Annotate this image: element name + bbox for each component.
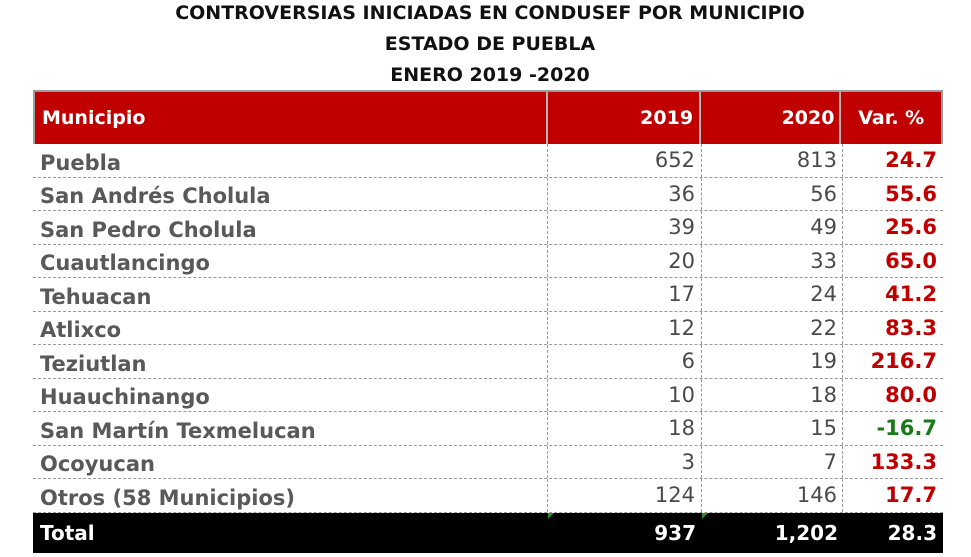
cell-2020: 15: [702, 412, 843, 445]
cell-var: 83.3: [885, 315, 937, 340]
cell-2019: 12: [548, 311, 702, 344]
cell-2019: 6: [548, 345, 702, 378]
header-var-pct: Var. %: [858, 107, 925, 129]
cell-indicator-icon: [702, 512, 708, 519]
table-row: Ocoyucan 3 7 133.3: [33, 445, 943, 479]
report-subtitle-period: ENERO 2019 -2020: [390, 64, 590, 86]
cell-municipio: Teziutlan: [33, 345, 548, 378]
cell-var: 65.0: [885, 248, 937, 273]
total-var: 28.3: [887, 520, 937, 545]
report-subtitle-state: ESTADO DE PUEBLA: [384, 33, 596, 55]
cell-var: 80.0: [885, 382, 937, 407]
cell-2019: 39: [548, 211, 702, 244]
cell-municipio: Huauchinango: [33, 378, 548, 411]
table-row: San Pedro Cholula 39 49 25.6: [33, 211, 943, 245]
total-2020: 1,202: [774, 520, 838, 545]
cell-municipio: Cuautlancingo: [33, 244, 548, 277]
cell-2019: 36: [548, 177, 702, 210]
cell-var: 24.7: [885, 148, 937, 173]
table-header-row: Municipio 2019 2020 Var. %: [33, 90, 943, 144]
header-2020: 2020: [701, 92, 842, 144]
cell-municipio: San Andrés Cholula: [33, 177, 548, 210]
cell-2020: 33: [702, 244, 843, 277]
table-row: Atlixco 12 22 83.3: [33, 311, 943, 345]
cell-2020: 813: [702, 144, 843, 177]
cell-var: 216.7: [870, 349, 937, 374]
cell-2019: 20: [548, 244, 702, 277]
cell-var: -16.7: [876, 416, 937, 441]
cell-var: 25.6: [885, 215, 937, 240]
cell-var: 17.7: [885, 483, 937, 508]
cell-indicator-icon: [548, 512, 554, 519]
table-row: San Andrés Cholula 36 56 55.6: [33, 177, 943, 211]
table-row: Teziutlan 6 19 216.7: [33, 345, 943, 379]
cell-2019: 18: [548, 412, 702, 445]
cell-var: 133.3: [870, 449, 937, 474]
table-row: Cuautlancingo 20 33 65.0: [33, 244, 943, 278]
report-title: CONTROVERSIAS INICIADAS EN CONDUSEF POR …: [175, 2, 805, 24]
cell-municipio: Puebla: [33, 144, 548, 177]
total-2019: 937: [654, 520, 696, 545]
controversies-table: Municipio 2019 2020 Var. % Puebla 652 81…: [33, 90, 943, 553]
table-row: San Martín Texmelucan 18 15 -16.7: [33, 412, 943, 446]
table-row: Otros (58 Municipios) 124 146 17.7: [33, 479, 943, 513]
table-total-row: Total 937 1,202 28.3: [33, 512, 943, 553]
cell-var: 55.6: [885, 181, 937, 206]
cell-municipio: Otros (58 Municipios): [33, 479, 548, 512]
cell-2019: 652: [548, 144, 702, 177]
cell-2020: 49: [702, 211, 843, 244]
total-label: Total: [40, 520, 95, 545]
table-row: Tehuacan 17 24 41.2: [33, 278, 943, 312]
cell-municipio: Atlixco: [33, 311, 548, 344]
cell-2019: 124: [548, 479, 702, 512]
cell-2020: 22: [702, 311, 843, 344]
table-row: Puebla 652 813 24.7: [33, 144, 943, 178]
cell-municipio: San Martín Texmelucan: [33, 412, 548, 445]
cell-2020: 7: [702, 445, 843, 478]
cell-2020: 56: [702, 177, 843, 210]
cell-2020: 18: [702, 378, 843, 411]
cell-2020: 146: [702, 479, 843, 512]
report-title-block: CONTROVERSIAS INICIADAS EN CONDUSEF POR …: [0, 0, 971, 93]
cell-2020: 19: [702, 345, 843, 378]
cell-2019: 10: [548, 378, 702, 411]
cell-municipio: San Pedro Cholula: [33, 211, 548, 244]
cell-2019: 17: [548, 278, 702, 311]
cell-municipio: Ocoyucan: [33, 445, 548, 478]
header-2019: 2019: [548, 92, 702, 144]
header-municipio: Municipio: [35, 92, 548, 144]
cell-municipio: Tehuacan: [33, 278, 548, 311]
cell-var: 41.2: [885, 282, 937, 307]
cell-2019: 3: [548, 445, 702, 478]
cell-2020: 24: [702, 278, 843, 311]
table-row: Huauchinango 10 18 80.0: [33, 378, 943, 412]
